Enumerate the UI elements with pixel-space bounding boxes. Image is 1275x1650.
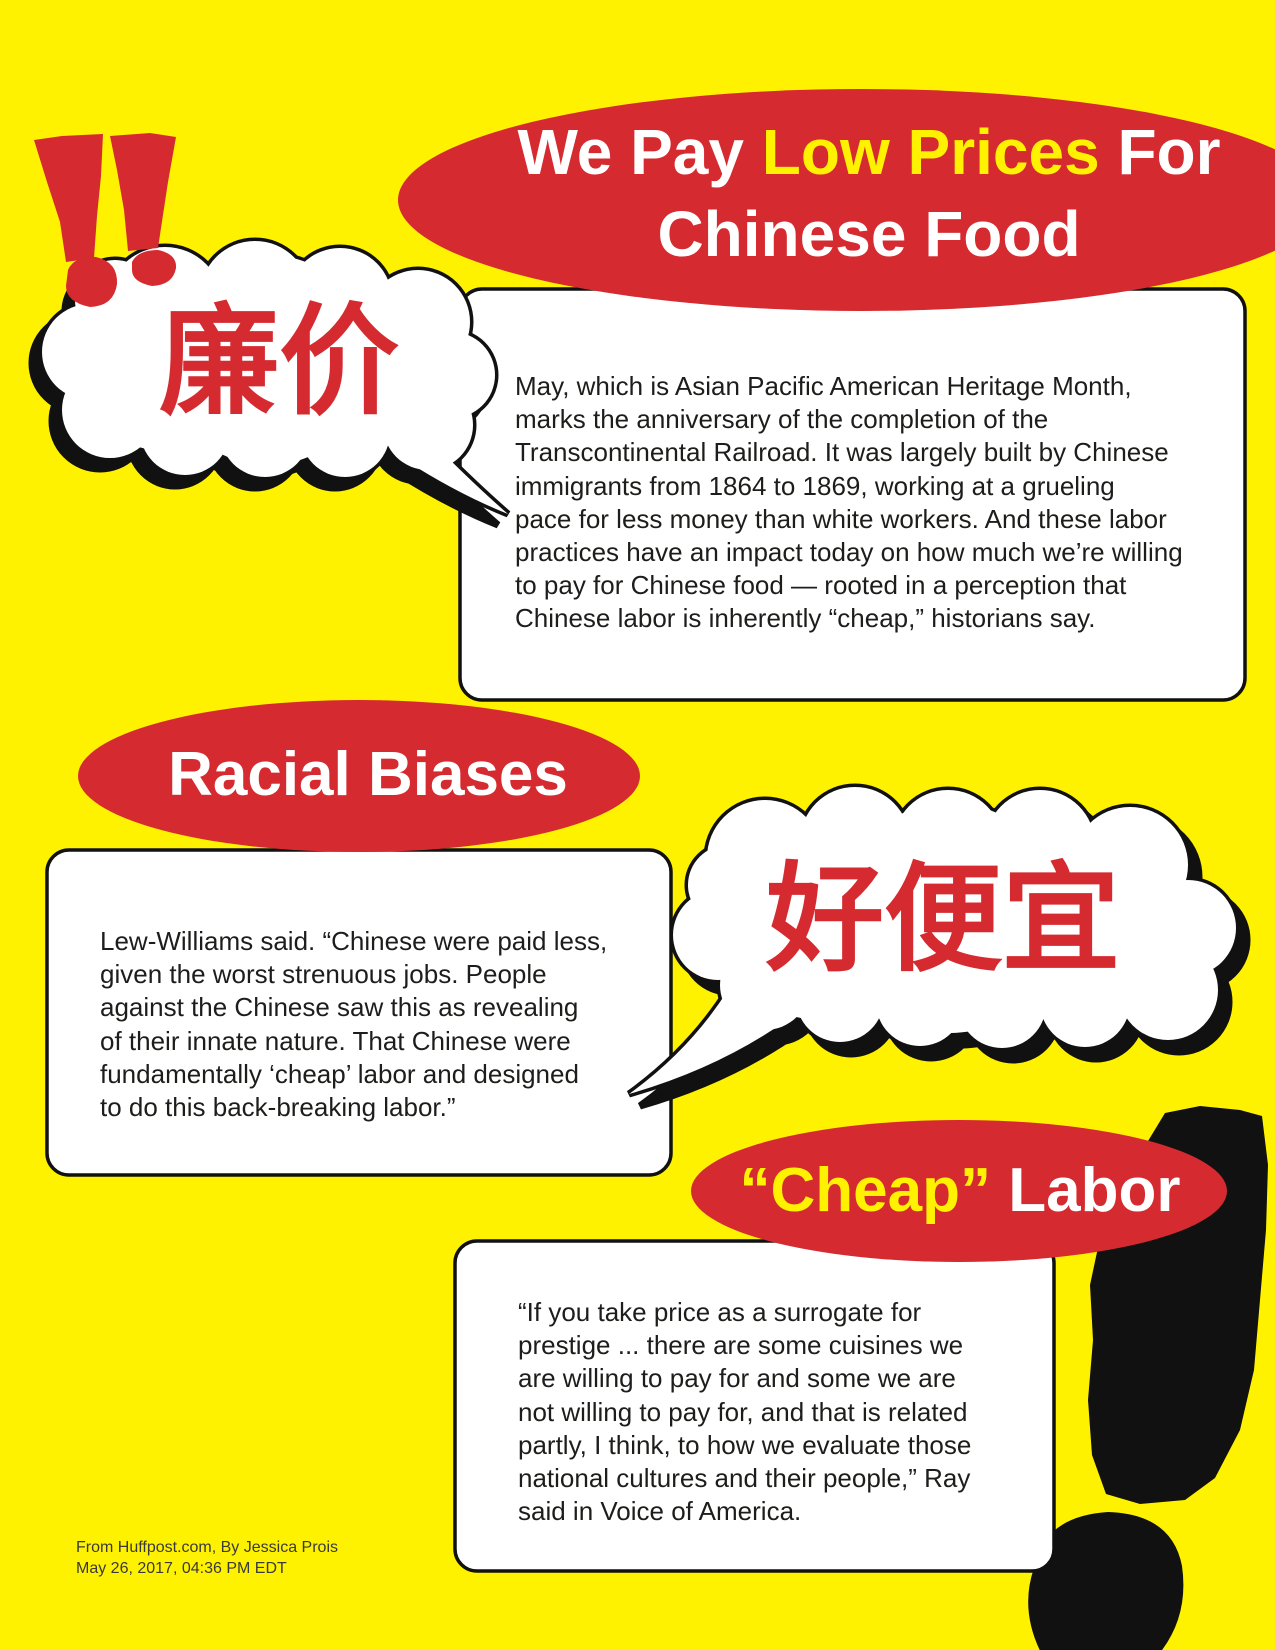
- paragraph-line: against the Chinese saw this as revealin…: [100, 992, 579, 1023]
- paragraph-line: prestige ... there are some cuisines we: [518, 1330, 964, 1361]
- paragraph-line: partly, I think, to how we evaluate thos…: [518, 1429, 972, 1460]
- double-exclamation-icon: [34, 133, 177, 307]
- exclamation-bar-left: [34, 134, 103, 262]
- paragraph-line: immigrants from 1864 to 1869, working at…: [515, 470, 1115, 501]
- racial-biases-paragraph: Lew-Williams said. “Chinese were paid le…: [100, 925, 607, 1124]
- paragraph-line: May, which is Asian Pacific American Her…: [515, 371, 1132, 401]
- paragraph-line: marks the anniversary of the completion …: [515, 404, 1049, 435]
- title-start: We Pay: [517, 116, 744, 188]
- paragraph-line: said in Voice of America.: [518, 1496, 802, 1527]
- exclamation-bar-right: [110, 133, 176, 251]
- paragraph-line: not willing to pay for, and that is rela…: [518, 1396, 968, 1427]
- paragraph-line: of their innate nature. That Chinese wer…: [100, 1025, 571, 1056]
- cheap-labor-highlight: “Cheap”: [739, 1156, 991, 1225]
- paragraph-line: to pay for Chinese food — rooted in a pe…: [515, 570, 1127, 601]
- exclamation-dot-right: [132, 250, 177, 286]
- title-end: For: [1117, 116, 1221, 188]
- racial-biases-heading: Racial Biases: [168, 740, 568, 809]
- title-ellipse: [398, 89, 1275, 311]
- intro-paragraph: May, which is Asian Pacific American Her…: [515, 370, 1183, 636]
- title-line-2: Chinese Food: [657, 198, 1081, 270]
- cheap-labor-heading: “Cheap” Labor: [660, 1154, 1260, 1228]
- title-highlight: Low Prices: [761, 116, 1100, 188]
- speech-cloud-right-text: 好便宜: [765, 850, 1120, 988]
- paragraph-line: practices have an impact today on how mu…: [515, 536, 1183, 567]
- source-line: From Huffpost.com, By Jessica Prois: [76, 1539, 338, 1556]
- source-credit: From Huffpost.com, By Jessica Prois May …: [76, 1537, 338, 1579]
- cheap-labor-rest: Labor: [1008, 1156, 1181, 1225]
- page-title: We Pay Low Prices For Chinese Food: [469, 111, 1269, 275]
- cheap-labor-ellipse: [691, 1120, 1227, 1262]
- paragraph-line: national cultures and their people,” Ray: [518, 1462, 971, 1493]
- text-box-cheap-labor: [453, 1239, 1056, 1573]
- paragraph-line: Chinese labor is inherently “cheap,” his…: [515, 603, 1096, 634]
- exclamation-dot: [1028, 1512, 1184, 1650]
- racial-biases-ellipse: [78, 700, 640, 852]
- paragraph-line: are willing to pay for and some we are: [518, 1363, 956, 1394]
- speech-cloud-left-text: 廉价: [159, 293, 399, 432]
- cheap-labor-paragraph: “If you take price as a surrogate for pr…: [518, 1296, 971, 1528]
- paragraph-line: given the worst strenuous jobs. People: [100, 959, 547, 990]
- exclamation-dot-left: [66, 256, 118, 307]
- paragraph-line: Lew-Williams said. “Chinese were paid le…: [100, 926, 608, 956]
- paragraph-line: fundamentally ‘cheap’ labor and designed: [100, 1058, 579, 1089]
- paragraph-line: Transcontinental Railroad. It was largel…: [515, 437, 1169, 468]
- paragraph-line: to do this back-breaking labor.”: [100, 1091, 456, 1122]
- title-line-1: We Pay Low Prices For: [469, 111, 1269, 193]
- paragraph-line: “If you take price as a surrogate for: [518, 1297, 922, 1327]
- paragraph-line: pace for less money than white workers. …: [515, 503, 1167, 534]
- date-line: May 26, 2017, 04:36 PM EDT: [76, 1560, 287, 1577]
